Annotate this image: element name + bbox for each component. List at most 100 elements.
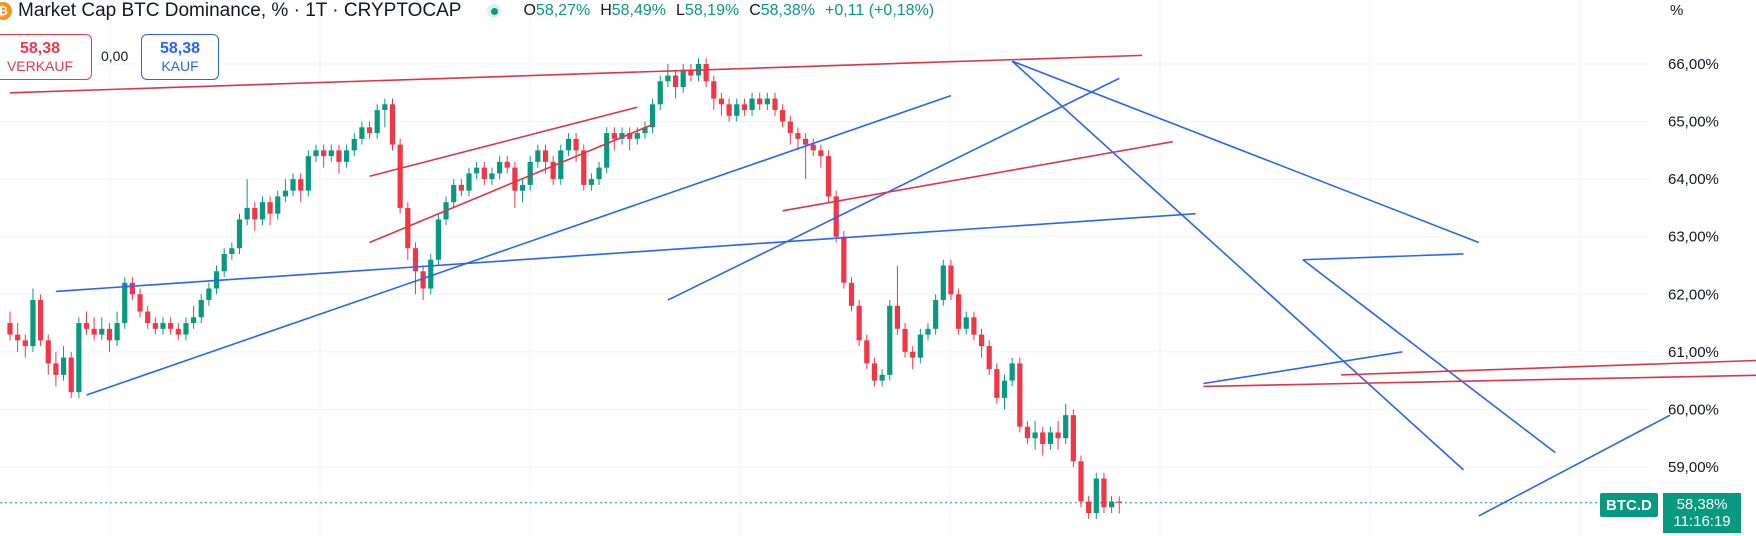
y-tick-label: 59,00%	[1668, 459, 1719, 476]
candle-body	[382, 104, 388, 111]
candle-body	[841, 236, 847, 283]
axis-unit-label[interactable]: %	[1670, 2, 1684, 19]
candle-body	[1086, 501, 1092, 514]
candle-body	[298, 179, 304, 191]
candle-body	[420, 271, 426, 289]
candle-body	[1093, 478, 1099, 514]
bitcoin-logo-icon: ₿	[0, 2, 12, 20]
candle-body	[451, 184, 457, 203]
candle-body	[971, 317, 977, 335]
candle-body	[887, 305, 893, 375]
candle-body	[221, 253, 227, 272]
candle-body	[848, 282, 855, 306]
candle-body	[772, 98, 778, 111]
candle-body	[604, 133, 610, 168]
close-label: C	[749, 2, 761, 19]
candle-body	[344, 150, 350, 162]
trendline	[9, 54, 1143, 94]
candle-body	[114, 323, 120, 341]
candle-body	[290, 179, 296, 191]
candle-body	[711, 81, 717, 99]
buy-button[interactable]: 58,38 KAUF	[141, 34, 219, 80]
candle-body	[1063, 415, 1069, 439]
trendline	[1302, 259, 1556, 454]
trendline	[667, 77, 1120, 301]
trendline	[782, 140, 1173, 212]
candle-body	[825, 156, 832, 197]
candle-body	[680, 69, 686, 88]
sell-button[interactable]: 58,38 VERKAUF	[0, 34, 92, 80]
candle-body	[963, 317, 969, 329]
candle-body	[53, 363, 59, 375]
candle-body	[458, 184, 464, 191]
chart-grid	[0, 0, 1650, 536]
candle-body	[7, 323, 13, 335]
candle-body	[244, 207, 250, 220]
candle-body	[1101, 478, 1107, 508]
candle-body	[321, 150, 327, 157]
candle-body	[925, 328, 931, 335]
candle-body	[168, 323, 174, 329]
candle-body	[504, 161, 510, 168]
candle-body	[665, 75, 671, 82]
trendline	[369, 106, 638, 178]
candle-body	[542, 150, 549, 162]
candle-body	[657, 81, 663, 105]
candle-body	[489, 173, 495, 180]
low-value: 58,19%	[684, 2, 740, 19]
candle-body	[627, 133, 633, 139]
candle-body	[497, 161, 503, 174]
candle-body	[305, 156, 311, 191]
candle-body	[573, 138, 579, 151]
candle-body	[650, 104, 656, 128]
trendline	[1302, 253, 1464, 261]
last-price-value: 58,38%	[1676, 496, 1728, 513]
candle-body	[76, 323, 82, 393]
candle-body	[366, 127, 373, 134]
candle-body	[512, 167, 518, 191]
candle-body	[787, 121, 793, 134]
candle-body	[879, 374, 885, 381]
candle-body	[933, 300, 939, 329]
candle-body	[267, 202, 273, 214]
y-tick-label: 64,00%	[1668, 171, 1719, 188]
y-tick-label: 61,00%	[1668, 344, 1719, 361]
sell-label: VERKAUF	[6, 58, 74, 74]
spread-value: 0,00	[101, 48, 129, 64]
trendline	[1011, 60, 1465, 471]
candle-body	[535, 150, 541, 162]
high-value: 58,49%	[611, 2, 667, 19]
candle-body	[191, 317, 197, 324]
candle-body	[902, 328, 908, 352]
candle-body	[726, 104, 732, 116]
trendline	[1478, 414, 1671, 517]
ohlc-values: O 58,27% H 58,49% L 58,19% C 58,38% +0,1…	[523, 2, 934, 20]
candle-body	[780, 110, 786, 122]
trendline	[1203, 351, 1403, 385]
candle-body	[558, 150, 564, 180]
candle-body	[236, 219, 243, 249]
candle-body	[137, 294, 143, 312]
trendline-drawings[interactable]	[9, 54, 1756, 517]
candles-series	[7, 58, 1122, 519]
candle-body	[757, 98, 763, 105]
candle-body	[359, 127, 365, 139]
candle-body	[336, 150, 342, 162]
market-status-icon[interactable]	[487, 4, 502, 18]
candle-body	[527, 161, 533, 185]
buy-price: 58,38	[159, 40, 201, 57]
candle-body	[106, 328, 113, 341]
candle-body	[550, 161, 556, 180]
candle-body	[374, 110, 380, 134]
candle-body	[810, 144, 816, 151]
candle-body	[956, 294, 962, 329]
symbol-title[interactable]: Market Cap BTC Dominance, % · 1T · CRYPT…	[18, 0, 462, 21]
price-axis[interactable]: 66,00% 65,00% 64,00% 63,00% 62,00% 61,00% 60,0…	[1668, 56, 1719, 476]
candle-body	[818, 150, 824, 157]
candle-body	[351, 138, 357, 151]
candle-body	[864, 340, 870, 364]
candle-body	[91, 328, 97, 335]
symbol-badge: BTC.D	[1600, 493, 1658, 517]
candle-body	[795, 133, 801, 139]
